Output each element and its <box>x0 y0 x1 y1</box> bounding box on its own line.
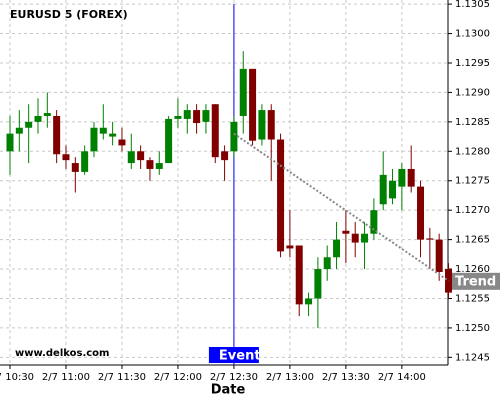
candle-body <box>221 151 229 161</box>
candle-body <box>342 230 350 234</box>
candle-body <box>137 151 145 161</box>
candle-body <box>267 110 275 140</box>
x-tick-label: 2/7 12:00 <box>154 372 202 383</box>
y-tick-label: 1.1305 <box>455 0 490 10</box>
candle-body <box>146 160 154 169</box>
candle-body <box>239 68 247 116</box>
candle-body <box>202 110 210 122</box>
candle-body <box>249 68 257 141</box>
x-tick-label: 2/7 13:30 <box>322 372 370 383</box>
candle-body <box>230 121 238 152</box>
candle-body <box>90 127 98 152</box>
candle-body <box>127 151 135 164</box>
y-tick-label: 1.1280 <box>455 146 490 157</box>
candle-body <box>305 298 313 305</box>
x-tick-label: 2/7 11:00 <box>42 372 90 383</box>
candle-body <box>211 104 219 158</box>
candle-body <box>426 238 434 240</box>
candle-body <box>379 174 387 205</box>
candle-body <box>389 180 397 199</box>
candle-body <box>34 115 42 122</box>
candle-body <box>62 154 70 161</box>
candle-body <box>165 118 173 164</box>
event-label-box <box>208 347 259 363</box>
candle-body <box>258 110 266 140</box>
trend-label-box <box>452 272 500 290</box>
candle-body <box>53 115 61 155</box>
y-tick-label: 1.1300 <box>455 29 490 40</box>
candle-body <box>398 168 406 187</box>
trend-line <box>233 132 450 282</box>
candle-body <box>193 110 201 124</box>
candle-body <box>323 257 331 270</box>
x-tick-label: 2/7 10:30 <box>0 372 34 383</box>
x-axis-label: Date <box>211 383 246 398</box>
candle-body <box>6 133 14 152</box>
candle-body <box>277 139 285 252</box>
candle-body <box>286 245 294 249</box>
candle-body <box>155 163 163 169</box>
x-tick-label: 2/7 13:00 <box>266 372 314 383</box>
candle-body <box>174 115 182 119</box>
candle-body <box>314 269 322 299</box>
y-tick-label: 1.1255 <box>455 293 490 304</box>
x-tick-label: 2/7 12:30 <box>210 372 258 383</box>
candle-body <box>361 233 369 243</box>
candle-body <box>99 127 107 134</box>
x-tick-label: 2/7 14:00 <box>378 372 426 383</box>
chart-title: EURUSD 5 (FOREX) <box>10 8 128 21</box>
x-tick-label: 2/7 11:30 <box>98 372 146 383</box>
candle-body <box>71 163 79 172</box>
candle-body <box>370 210 378 234</box>
y-tick-label: 1.1290 <box>455 87 490 98</box>
y-tick-label: 1.1285 <box>455 117 490 128</box>
candle-body <box>118 139 126 146</box>
candle-body <box>183 110 191 119</box>
candle-body <box>109 133 117 137</box>
candle-body <box>435 239 443 272</box>
y-tick-label: 1.1260 <box>455 264 490 275</box>
y-tick-label: 1.1275 <box>455 176 490 187</box>
candle-body <box>351 233 359 243</box>
candle-body <box>43 113 51 116</box>
candle-body <box>15 127 23 134</box>
y-tick-label: 1.1265 <box>455 235 490 246</box>
y-tick-label: 1.1245 <box>455 352 490 363</box>
candle-body <box>417 186 425 240</box>
candle-body <box>81 151 89 172</box>
y-tick-label: 1.1295 <box>455 58 490 69</box>
candle-body <box>295 245 303 305</box>
candle-body <box>25 121 33 128</box>
y-tick-label: 1.1250 <box>455 323 490 334</box>
candle-body <box>333 239 341 258</box>
candle-body <box>407 168 415 187</box>
y-tick-label: 1.1270 <box>455 205 490 216</box>
event-label: Event <box>219 349 261 364</box>
watermark: www.delkos.com <box>15 348 109 359</box>
trend-label: Trend <box>455 274 496 289</box>
